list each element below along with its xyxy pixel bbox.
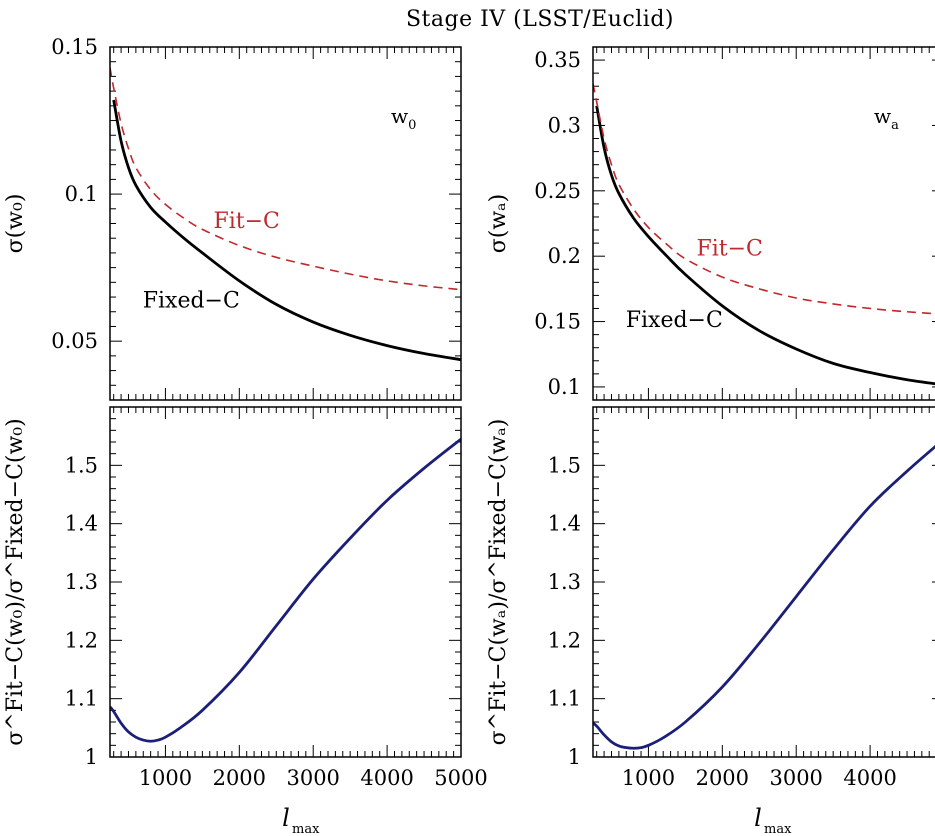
panels: 0.05 0.1 0.15 Fit−C Fixed−C w0 σ(w₀) 0.1 0.15 0.2… [3,35,935,790]
plot-frame [109,46,462,401]
y-tick-label: 0.15 [534,310,581,334]
y-tick-label: 0.35 [534,48,581,72]
y-tick-label: 1.4 [548,512,581,536]
plot-frame [592,46,935,401]
y-tick-label: 1.5 [548,453,581,477]
x-tick-label: 1000 [139,766,192,790]
chart-panel-wa-sigma: 0.1 0.15 0.2 0.25 0.3 0.35 Fit−C Fixed−C wa σ(wₐ) [486,46,935,401]
y-axis-label: σ^Fit−C(wₐ)/σ^Fixed−C(wₐ) [486,419,511,746]
xlabel-left-main: l [282,804,290,832]
y-tick-label: 1.3 [548,570,581,594]
y-tick-label: 0.05 [51,329,98,353]
x-tick-label: 2000 [696,766,749,790]
series-line-fit-c [110,67,461,291]
chart-panel-w0-ratio: 1 1.1 1.2 1.3 1.4 1.5 1000 2000 3000 4000 5000 σ^Fi… [3,406,488,790]
ticks [110,406,462,758]
series-line-fixed-c [595,105,935,386]
x-tick-label: 1000 [622,766,675,790]
y-tick-label: 1.1 [548,687,581,711]
y-tick-label: 0.3 [548,113,581,137]
y-tick-label: 0.1 [548,375,581,399]
y-tick-label: 1.4 [65,512,98,536]
xlabel-right: l max [754,804,792,836]
y-tick-label: 1 [568,745,581,769]
y-axis-label: σ(w₀) [3,194,28,254]
y-tick-label: 0.2 [548,244,581,268]
panel-label: wa [874,104,899,133]
y-tick-label: 1.1 [65,687,98,711]
series-group [593,444,935,750]
ticks [110,46,462,401]
series-group [593,83,935,386]
y-tick-label: 0.25 [534,179,581,203]
series-line-fit-c [593,83,935,315]
y-tick-label: 1.3 [65,570,98,594]
xlabel-left-sub: max [292,822,320,836]
series-group [110,67,461,362]
y-axis-label: σ^Fit−C(w₀)/σ^Fixed−C(w₀) [3,418,28,745]
chart-panel-w0-sigma: 0.05 0.1 0.15 Fit−C Fixed−C w0 σ(w₀) [3,35,462,401]
x-tick-label: 2000 [213,766,266,790]
y-tick-label: 1 [85,745,98,769]
xlabel-right-sub: max [764,822,792,836]
xlabel-left: l max [282,804,320,836]
series-line-ratio [593,444,935,750]
x-tick-label: 3000 [769,766,822,790]
x-tick-label: 3000 [286,766,339,790]
x-tick-label: 5000 [434,766,487,790]
y-tick-label: 0.15 [51,35,98,59]
y-tick-label: 0.1 [65,182,98,206]
y-tick-label: 1.5 [65,453,98,477]
y-tick-label: 1.2 [548,628,581,652]
plot-frame [592,406,935,758]
ticks [593,406,935,758]
x-tick-label: 4000 [360,766,413,790]
y-axis-label: σ(wₐ) [486,194,511,254]
chart-panel-wa-ratio: 1 1.1 1.2 1.3 1.4 1.5 1000 2000 3000 4000 σ^Fit−C(… [486,406,935,790]
y-tick-label: 1.2 [65,628,98,652]
annotation-fit-c: Fit−C [213,209,279,234]
x-tick-label: 4000 [843,766,896,790]
annotation-fit-c: Fit−C [696,237,762,262]
series-line-fixed-c [112,99,461,362]
annotation-fixed-c: Fixed−C [626,308,723,333]
xlabel-right-main: l [754,804,762,832]
figure-title: Stage IV (LSST/Euclid) [406,7,674,32]
plot-frame [109,406,462,758]
panel-label: w0 [391,104,416,133]
series-line-ratio [110,437,461,743]
ticks [593,46,935,401]
series-group [110,437,461,743]
annotation-fixed-c: Fixed−C [143,288,240,313]
